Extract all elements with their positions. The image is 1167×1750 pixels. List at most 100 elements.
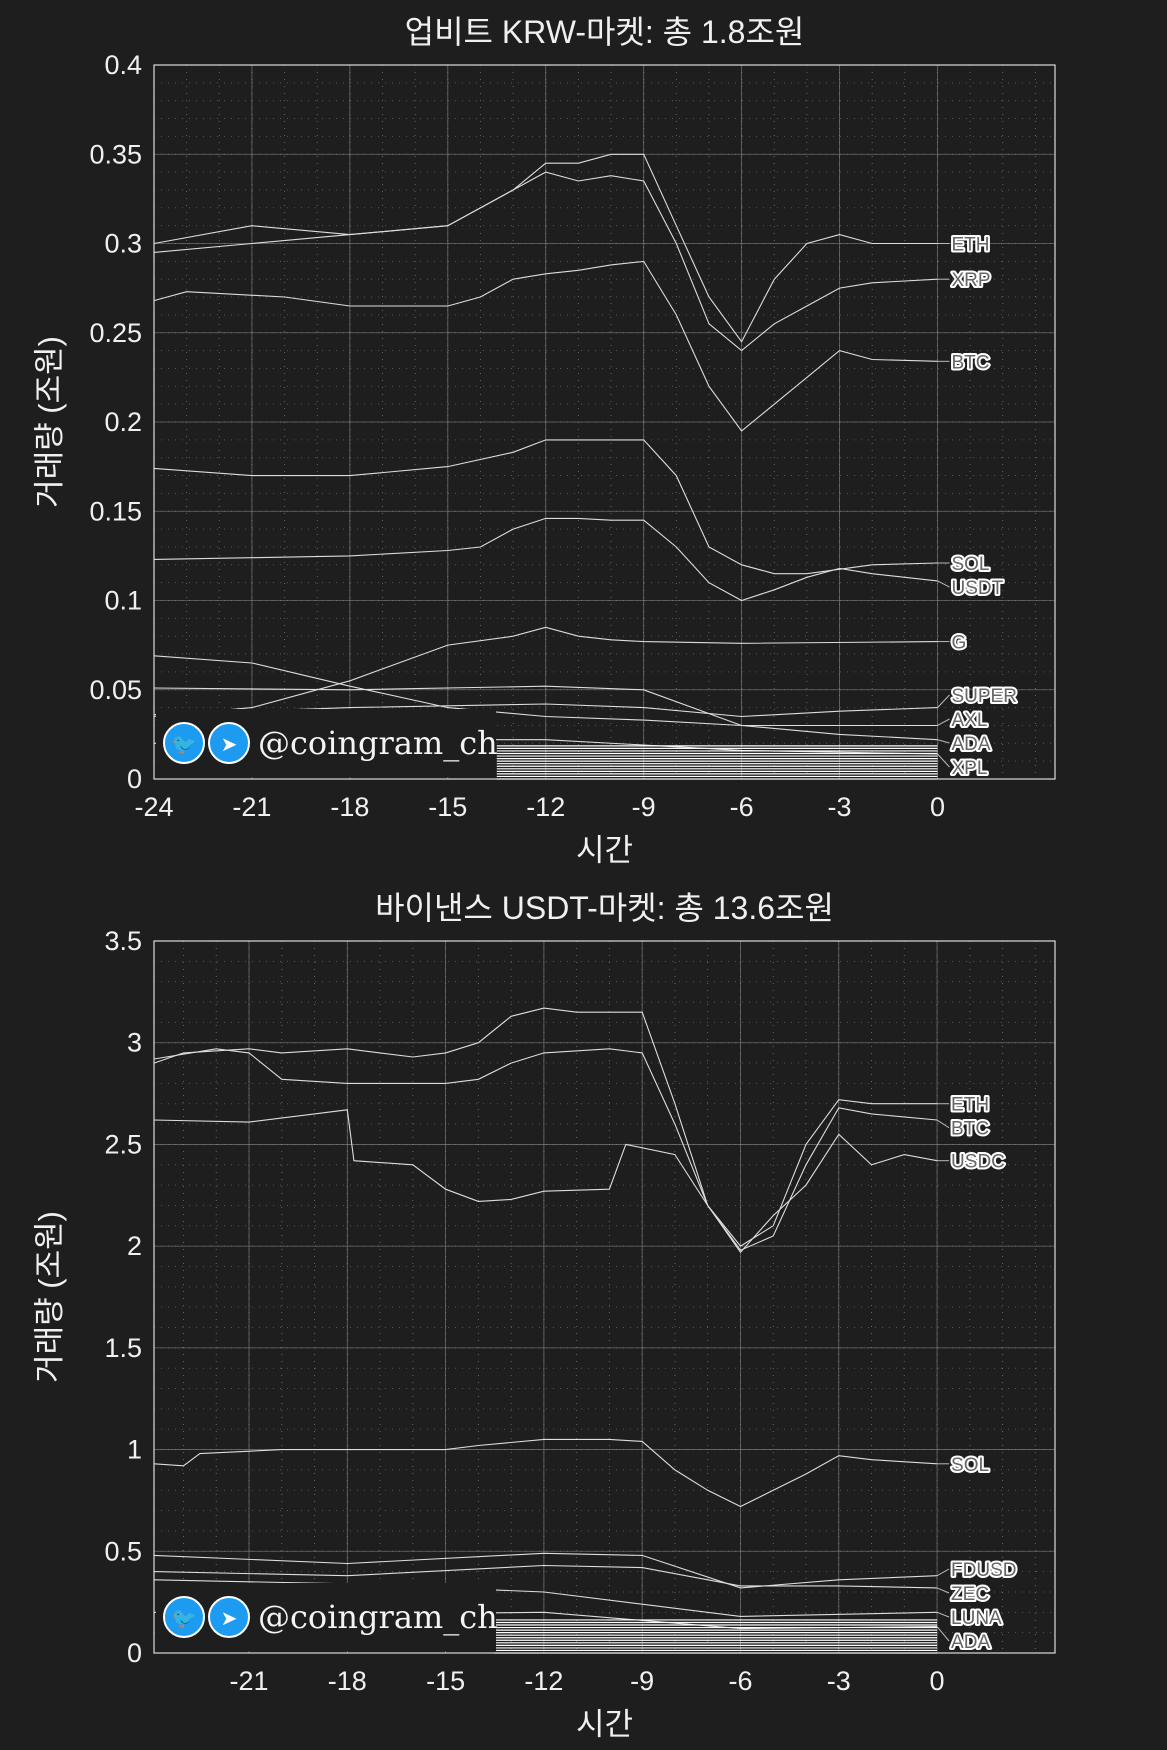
y-tick-label: 0.1 xyxy=(104,586,142,616)
series-line-ada xyxy=(153,685,938,741)
y-tick-label: 0.4 xyxy=(104,50,142,80)
y-axis-label: 거래량 (조원) xyxy=(32,336,67,508)
series-label: ZEC xyxy=(951,1584,989,1605)
telegram-icon-glyph: ➤ xyxy=(221,734,238,756)
label-leader-line xyxy=(936,1626,950,1642)
twitter-icon xyxy=(163,722,205,764)
y-tick-label: 0.05 xyxy=(89,675,142,705)
series-label: USDC xyxy=(951,1152,1005,1173)
watermark-handle: @coingram_ch xyxy=(258,1598,498,1636)
y-axis-label: 거래량 (조원) xyxy=(32,1211,67,1383)
series-line-fdusd xyxy=(153,1552,938,1589)
y-tick-label: 0.5 xyxy=(104,1536,142,1566)
x-tick-label: -9 xyxy=(630,1666,654,1696)
y-tick-label: 1 xyxy=(127,1435,142,1465)
y-tick-label: 0.25 xyxy=(89,318,142,348)
y-tick-label: 2.5 xyxy=(104,1129,142,1159)
series-label: G xyxy=(951,633,966,654)
series-line-xrp xyxy=(153,171,938,352)
y-tick-label: 0.15 xyxy=(89,496,142,526)
label-leader-line xyxy=(937,694,950,708)
series-label: BTC xyxy=(951,1119,989,1140)
label-leader-line xyxy=(936,1568,950,1577)
x-tick-label: -9 xyxy=(632,792,656,822)
series-label: USDT xyxy=(951,578,1003,599)
series-label: ADA xyxy=(951,734,990,755)
series-line-zec xyxy=(153,1564,938,1589)
series-line-luna xyxy=(153,1579,938,1617)
y-tick-label: 3.5 xyxy=(104,926,142,956)
x-tick-label: -3 xyxy=(828,792,852,822)
series-label: AXL xyxy=(951,710,987,731)
x-tick-label: -12 xyxy=(524,1666,563,1696)
series-label: FDUSD xyxy=(951,1560,1016,1581)
telegram-icon xyxy=(208,722,250,764)
chart-2: -21 -18 -15 -12 -9 -6 -3 0 0 0.5 1 1.5 2 2.5 3 3.5 ETH BT… xyxy=(32,890,1056,1742)
series-line-sol xyxy=(153,1438,938,1508)
x-tick-label: -24 xyxy=(134,792,173,822)
x-tick-label: -6 xyxy=(728,1666,752,1696)
x-tick-label: -3 xyxy=(827,1666,851,1696)
x-tick-label: -15 xyxy=(428,792,467,822)
x-tick-label: -18 xyxy=(330,792,369,822)
plot-border xyxy=(153,940,1056,1654)
y-tick-label: 1.5 xyxy=(104,1333,142,1363)
chart-title: 업비트 KRW-마켓: 총 1.8조원 xyxy=(405,14,805,50)
label-leader-line xyxy=(937,739,950,744)
series-label: ADA xyxy=(951,1632,990,1653)
series-label: SOL xyxy=(951,554,989,575)
label-leader-line xyxy=(937,753,950,768)
series-line-btc xyxy=(153,1048,938,1251)
x-tick-label: 0 xyxy=(930,792,945,822)
series-label: LUNA xyxy=(951,1608,1002,1629)
twitter-icon-glyph: 🐦 xyxy=(172,1608,197,1630)
x-tick-label: -6 xyxy=(730,792,754,822)
x-tick-label: -15 xyxy=(426,1666,465,1696)
x-tick-label: -12 xyxy=(526,792,565,822)
series-line-sol xyxy=(153,439,938,575)
series-label: SUPER xyxy=(951,686,1016,707)
series-label: XPL xyxy=(951,758,987,779)
x-tick-label: -21 xyxy=(232,792,271,822)
series-label: SOL xyxy=(951,1455,989,1476)
series-label: BTC xyxy=(951,352,989,373)
label-leader-line xyxy=(936,1119,950,1129)
label-leader-line xyxy=(936,1611,950,1618)
x-tick-label: 0 xyxy=(930,1666,945,1696)
y-tick-label: 0 xyxy=(127,1638,142,1668)
watermark: 🐦 ➤ @coingram_ch xyxy=(156,709,498,777)
chart-title: 바이낸스 USDT-마켓: 총 13.6조원 xyxy=(375,890,834,926)
x-tick-label: -18 xyxy=(328,1666,367,1696)
series-line-btc xyxy=(153,260,938,432)
y-tick-label: 0.35 xyxy=(89,139,142,169)
telegram-icon xyxy=(208,1596,250,1638)
twitter-icon xyxy=(163,1596,205,1638)
y-tick-label: 0.3 xyxy=(104,229,142,259)
chart-1: -24 -21 -18 -15 -12 -9 -6 -3 0 0 0.05 0.1 0.15 0.2 0.2… xyxy=(32,14,1056,868)
plot-border xyxy=(153,64,1056,780)
x-axis-label: 시간 xyxy=(576,1707,633,1742)
series-line-usdt xyxy=(153,517,938,602)
watermark: 🐦 ➤ @coingram_ch xyxy=(156,1583,498,1651)
watermark-handle: @coingram_ch xyxy=(258,724,498,762)
x-axis-label: 시간 xyxy=(576,833,633,868)
series-line-usdc xyxy=(153,1109,938,1254)
series-line-eth xyxy=(153,1007,938,1247)
label-leader-line xyxy=(937,718,950,726)
series-label: ETH xyxy=(951,1095,989,1116)
label-leader-line xyxy=(936,1587,950,1594)
y-tick-label: 0.2 xyxy=(104,407,142,437)
series-label: XRP xyxy=(951,270,990,291)
y-tick-label: 2 xyxy=(127,1231,142,1261)
twitter-icon-glyph: 🐦 xyxy=(172,734,197,756)
series-line-axl xyxy=(153,655,938,727)
y-tick-label: 0 xyxy=(127,764,142,794)
y-tick-label: 3 xyxy=(127,1028,142,1058)
series-label: ETH xyxy=(951,235,989,256)
x-tick-label: -21 xyxy=(229,1666,268,1696)
series-line-super xyxy=(153,703,938,718)
label-leader-line xyxy=(937,580,950,588)
plot-area xyxy=(154,941,1055,1653)
telegram-icon-glyph: ➤ xyxy=(221,1608,238,1630)
